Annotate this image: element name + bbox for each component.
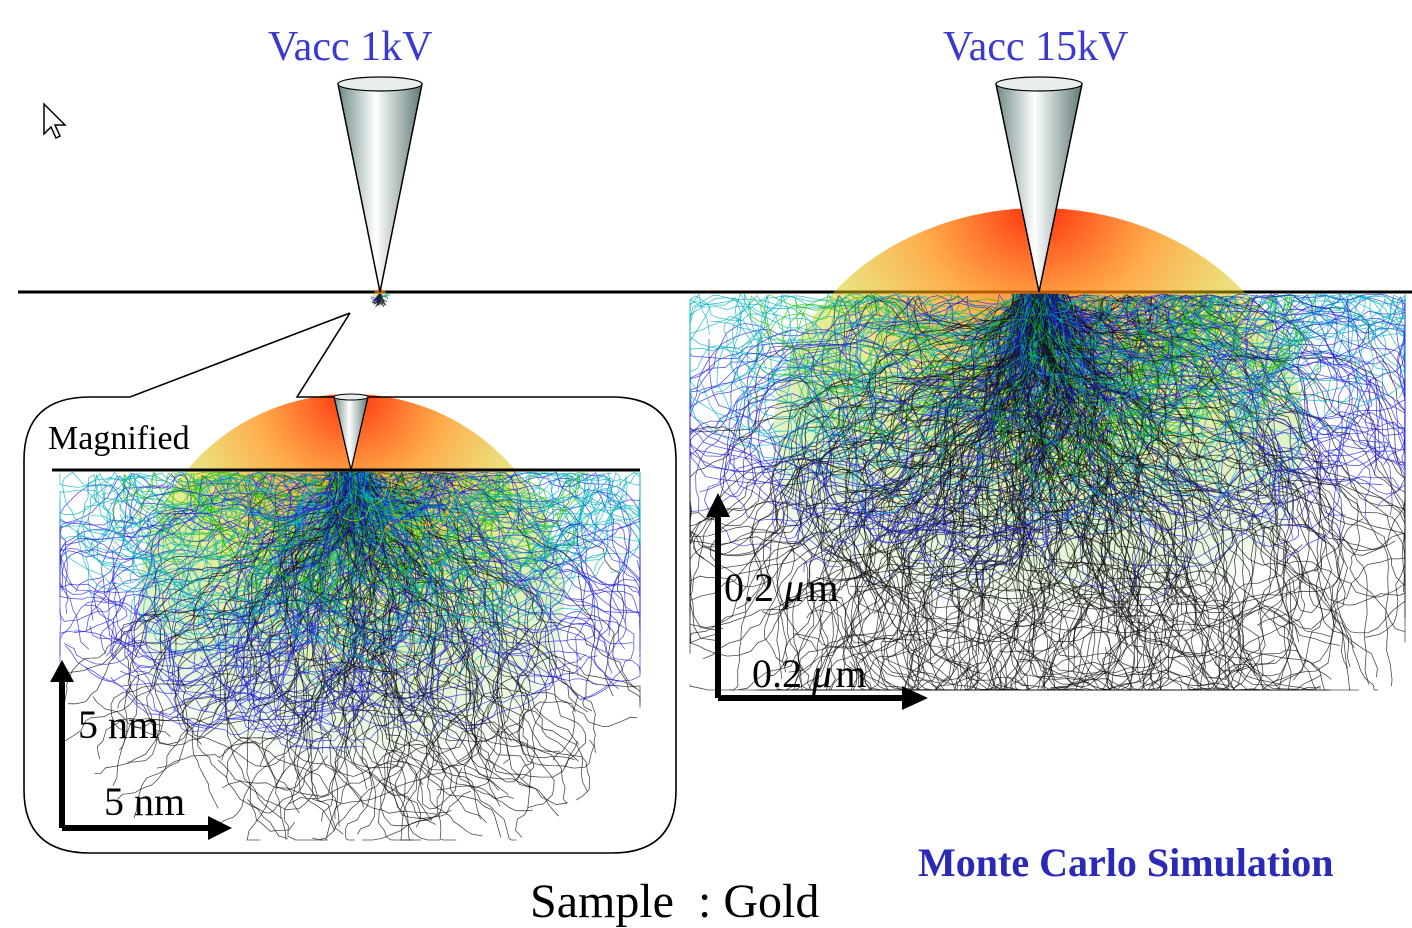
electron-beam-15kv-icon bbox=[995, 76, 1083, 293]
inset-scale-bar bbox=[50, 660, 232, 840]
trajectory-cloud-1kv bbox=[370, 289, 391, 308]
magnified-inset-callout bbox=[23, 312, 677, 854]
beam-label-15kv: Vacc 15kV bbox=[943, 24, 1129, 70]
electron-beam-magnified-icon bbox=[333, 393, 369, 471]
mouse-pointer-icon bbox=[43, 102, 67, 140]
simulation-label: Monte Carlo Simulation bbox=[918, 840, 1334, 885]
main-vertical-scale-label: 0.2 μ m bbox=[724, 565, 839, 610]
inset-vertical-scale-label: 5 nm bbox=[78, 702, 160, 747]
beam-label-1kv: Vacc 1kV bbox=[268, 24, 433, 70]
inset-horizontal-scale-label: 5 nm bbox=[104, 779, 186, 824]
magnified-label: Magnified bbox=[48, 420, 190, 457]
main-scale-bar bbox=[706, 493, 928, 710]
main-horizontal-scale-label: 0.2 μ m bbox=[752, 651, 867, 696]
electron-beam-1kv-icon bbox=[337, 76, 423, 293]
trajectory-cloud-15kv bbox=[689, 208, 1406, 691]
sample-label: Sample : Gold bbox=[530, 875, 820, 928]
trajectory-cloud-1kv-magnified bbox=[59, 394, 641, 841]
